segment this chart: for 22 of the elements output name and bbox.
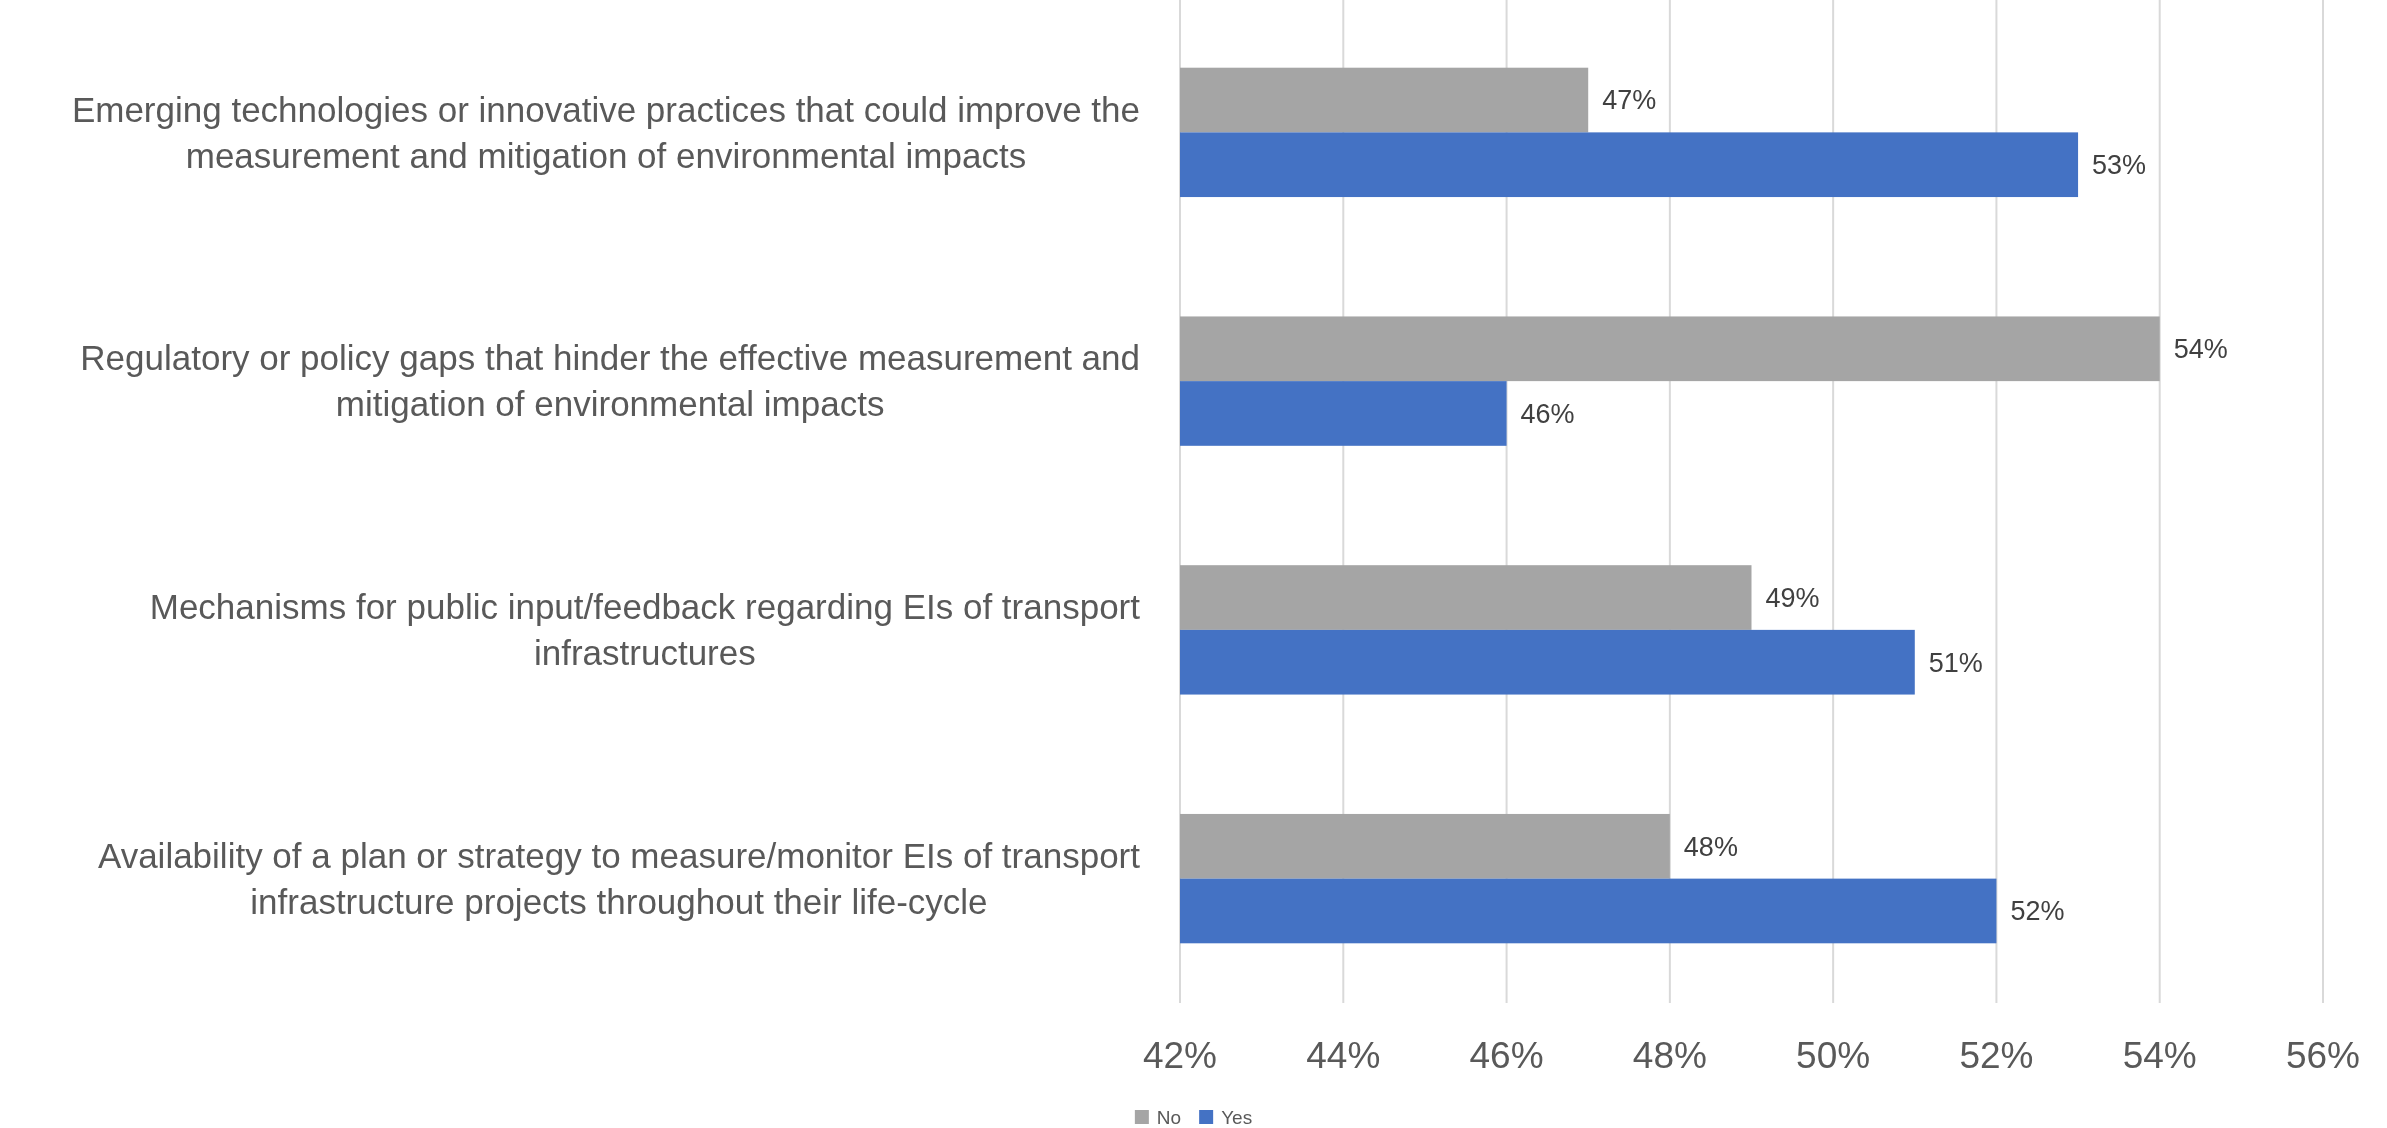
data-label: 48% bbox=[1683, 831, 1738, 862]
data-label: 49% bbox=[1765, 582, 1820, 613]
y-tick-label: Emerging technologies or innovative practices that could improve the measurement and mitigation of environmental impacts bbox=[71, 89, 1141, 175]
y-tick-label: Availability of a plan or strategy to measure/monitor EIs of transport infrastructure projects throughout their life-cycle bbox=[97, 835, 1141, 921]
legend-label: Yes bbox=[1221, 1106, 1253, 1128]
x-tick-label: 54% bbox=[2122, 1034, 2197, 1076]
data-label: 47% bbox=[1602, 85, 1657, 116]
y-tick-label: Regulatory or policy gaps that hinder the effective measurement and mitigation of environmental impacts bbox=[80, 338, 1141, 424]
data-label: 54% bbox=[2173, 334, 2228, 365]
x-tick-label: 46% bbox=[1469, 1034, 1544, 1076]
x-tick-label: 44% bbox=[1306, 1034, 1381, 1076]
data-label: 51% bbox=[1928, 647, 1983, 678]
x-tick-label: 48% bbox=[1632, 1034, 1707, 1076]
data-label: 46% bbox=[1520, 398, 1575, 429]
x-tick-label: 42% bbox=[1142, 1034, 1218, 1076]
data-label: 52% bbox=[2010, 896, 2065, 927]
x-tick-label: 56% bbox=[2285, 1034, 2361, 1076]
x-tick-label: 50% bbox=[1796, 1034, 1871, 1076]
y-tick-label: Mechanisms for public input/feedback regarding EIs of transport infrastructures bbox=[149, 587, 1141, 673]
data-label: 53% bbox=[2092, 150, 2147, 181]
x-tick-label: 52% bbox=[1959, 1034, 2034, 1076]
legend-label: No bbox=[1156, 1106, 1182, 1128]
